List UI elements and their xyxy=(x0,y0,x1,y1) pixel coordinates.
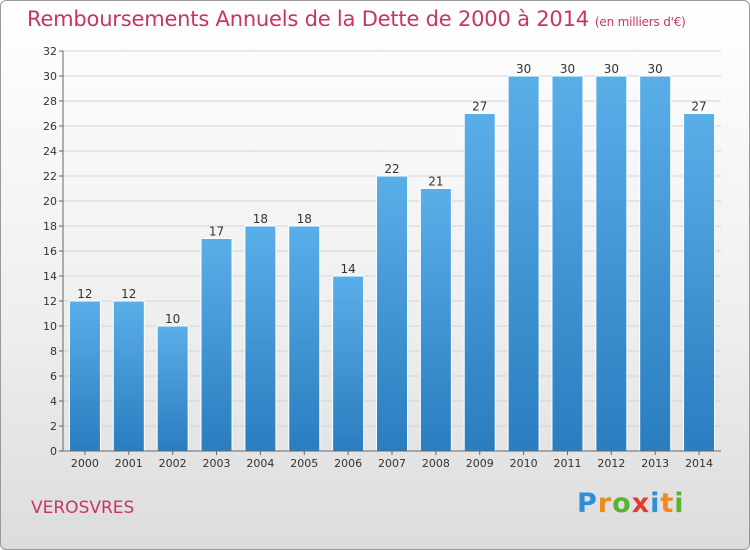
bar xyxy=(683,113,716,452)
x-tick-label: 2005 xyxy=(290,457,318,470)
y-tick-label: 30 xyxy=(43,70,57,83)
bar xyxy=(376,175,408,452)
bar xyxy=(112,300,145,452)
bar-value-label: 30 xyxy=(560,62,575,76)
logo-letter: t xyxy=(660,488,675,519)
bar-value-label: 17 xyxy=(209,225,224,239)
x-axis: 2000 2001 2002 2003 2004 2005 2006 2007 2008 2009… xyxy=(63,450,721,470)
x-tick-label: 2013 xyxy=(641,457,669,470)
x-tick-label: 2001 xyxy=(115,457,143,470)
x-tick-label: 2008 xyxy=(422,457,450,470)
bar xyxy=(551,75,584,452)
logo-letter: x xyxy=(631,488,651,519)
y-tick-label: 26 xyxy=(43,120,57,133)
logo-letter: i xyxy=(674,488,685,519)
bar xyxy=(595,75,628,452)
bar xyxy=(639,75,672,452)
logo-letter: r xyxy=(597,488,613,519)
x-tick-label: 2011 xyxy=(553,457,581,470)
bar xyxy=(507,75,540,452)
y-tick-label: 18 xyxy=(43,220,57,233)
bar xyxy=(288,225,321,452)
chart-title: Remboursements Annuels de la Dette de 20… xyxy=(27,7,686,31)
bar-value-label: 10 xyxy=(165,312,180,326)
bar xyxy=(244,225,277,452)
bar-value-label: 18 xyxy=(297,212,312,226)
bar-value-label: 27 xyxy=(472,100,487,114)
x-tick-label: 2009 xyxy=(466,457,494,470)
y-tick-label: 2 xyxy=(50,420,57,433)
x-tick-label: 2014 xyxy=(685,457,713,470)
bar-value-label: 18 xyxy=(253,212,268,226)
y-tick-label: 0 xyxy=(50,445,57,458)
logo-letter: i xyxy=(650,488,661,519)
y-tick-label: 28 xyxy=(43,95,57,108)
y-tick-label: 24 xyxy=(43,145,57,158)
x-tick-label: 2006 xyxy=(334,457,362,470)
chart-title-text: Remboursements Annuels de la Dette de 20… xyxy=(27,7,589,31)
y-tick-label: 20 xyxy=(43,195,57,208)
y-tick-label: 6 xyxy=(50,370,57,383)
x-tick-label: 2010 xyxy=(510,457,538,470)
logo-letter: P xyxy=(577,488,598,519)
y-tick-label: 12 xyxy=(43,295,57,308)
bar xyxy=(463,113,496,452)
bar xyxy=(200,238,233,452)
commune-name: VEROSVRES xyxy=(31,498,135,518)
logo-letter: o xyxy=(612,488,632,519)
bar-value-label: 27 xyxy=(691,100,706,114)
y-tick-label: 22 xyxy=(43,170,57,183)
bars: 12 12 10 17 18 18 14 22 21 27 30 30 30 30 27 xyxy=(68,62,716,452)
chart-unit: (en milliers d'€) xyxy=(594,15,686,29)
x-tick-label: 2004 xyxy=(246,457,274,470)
x-tick-label: 2012 xyxy=(597,457,625,470)
y-tick-label: 16 xyxy=(43,245,57,258)
x-tick-label: 2007 xyxy=(378,457,406,470)
bar xyxy=(332,275,365,452)
bar-value-label: 30 xyxy=(516,62,531,76)
bar-value-label: 14 xyxy=(340,262,355,276)
y-tick-label: 4 xyxy=(50,395,57,408)
bar xyxy=(156,325,189,452)
bar-value-label: 12 xyxy=(77,287,92,301)
proxiti-logo: Proxiti xyxy=(577,488,685,519)
bar xyxy=(419,188,452,452)
y-tick-label: 32 xyxy=(43,45,57,58)
y-tick-label: 8 xyxy=(50,345,57,358)
y-tick-label: 10 xyxy=(43,320,57,333)
x-tick-label: 2000 xyxy=(71,457,99,470)
bar-value-label: 22 xyxy=(384,162,399,176)
bar-value-label: 30 xyxy=(604,62,619,76)
bar xyxy=(68,300,101,452)
x-tick-label: 2002 xyxy=(159,457,187,470)
bar-value-label: 12 xyxy=(121,287,136,301)
bar-value-label: 21 xyxy=(428,175,443,189)
bar-value-label: 30 xyxy=(648,62,663,76)
y-tick-label: 14 xyxy=(43,270,57,283)
x-tick-label: 2003 xyxy=(203,457,231,470)
